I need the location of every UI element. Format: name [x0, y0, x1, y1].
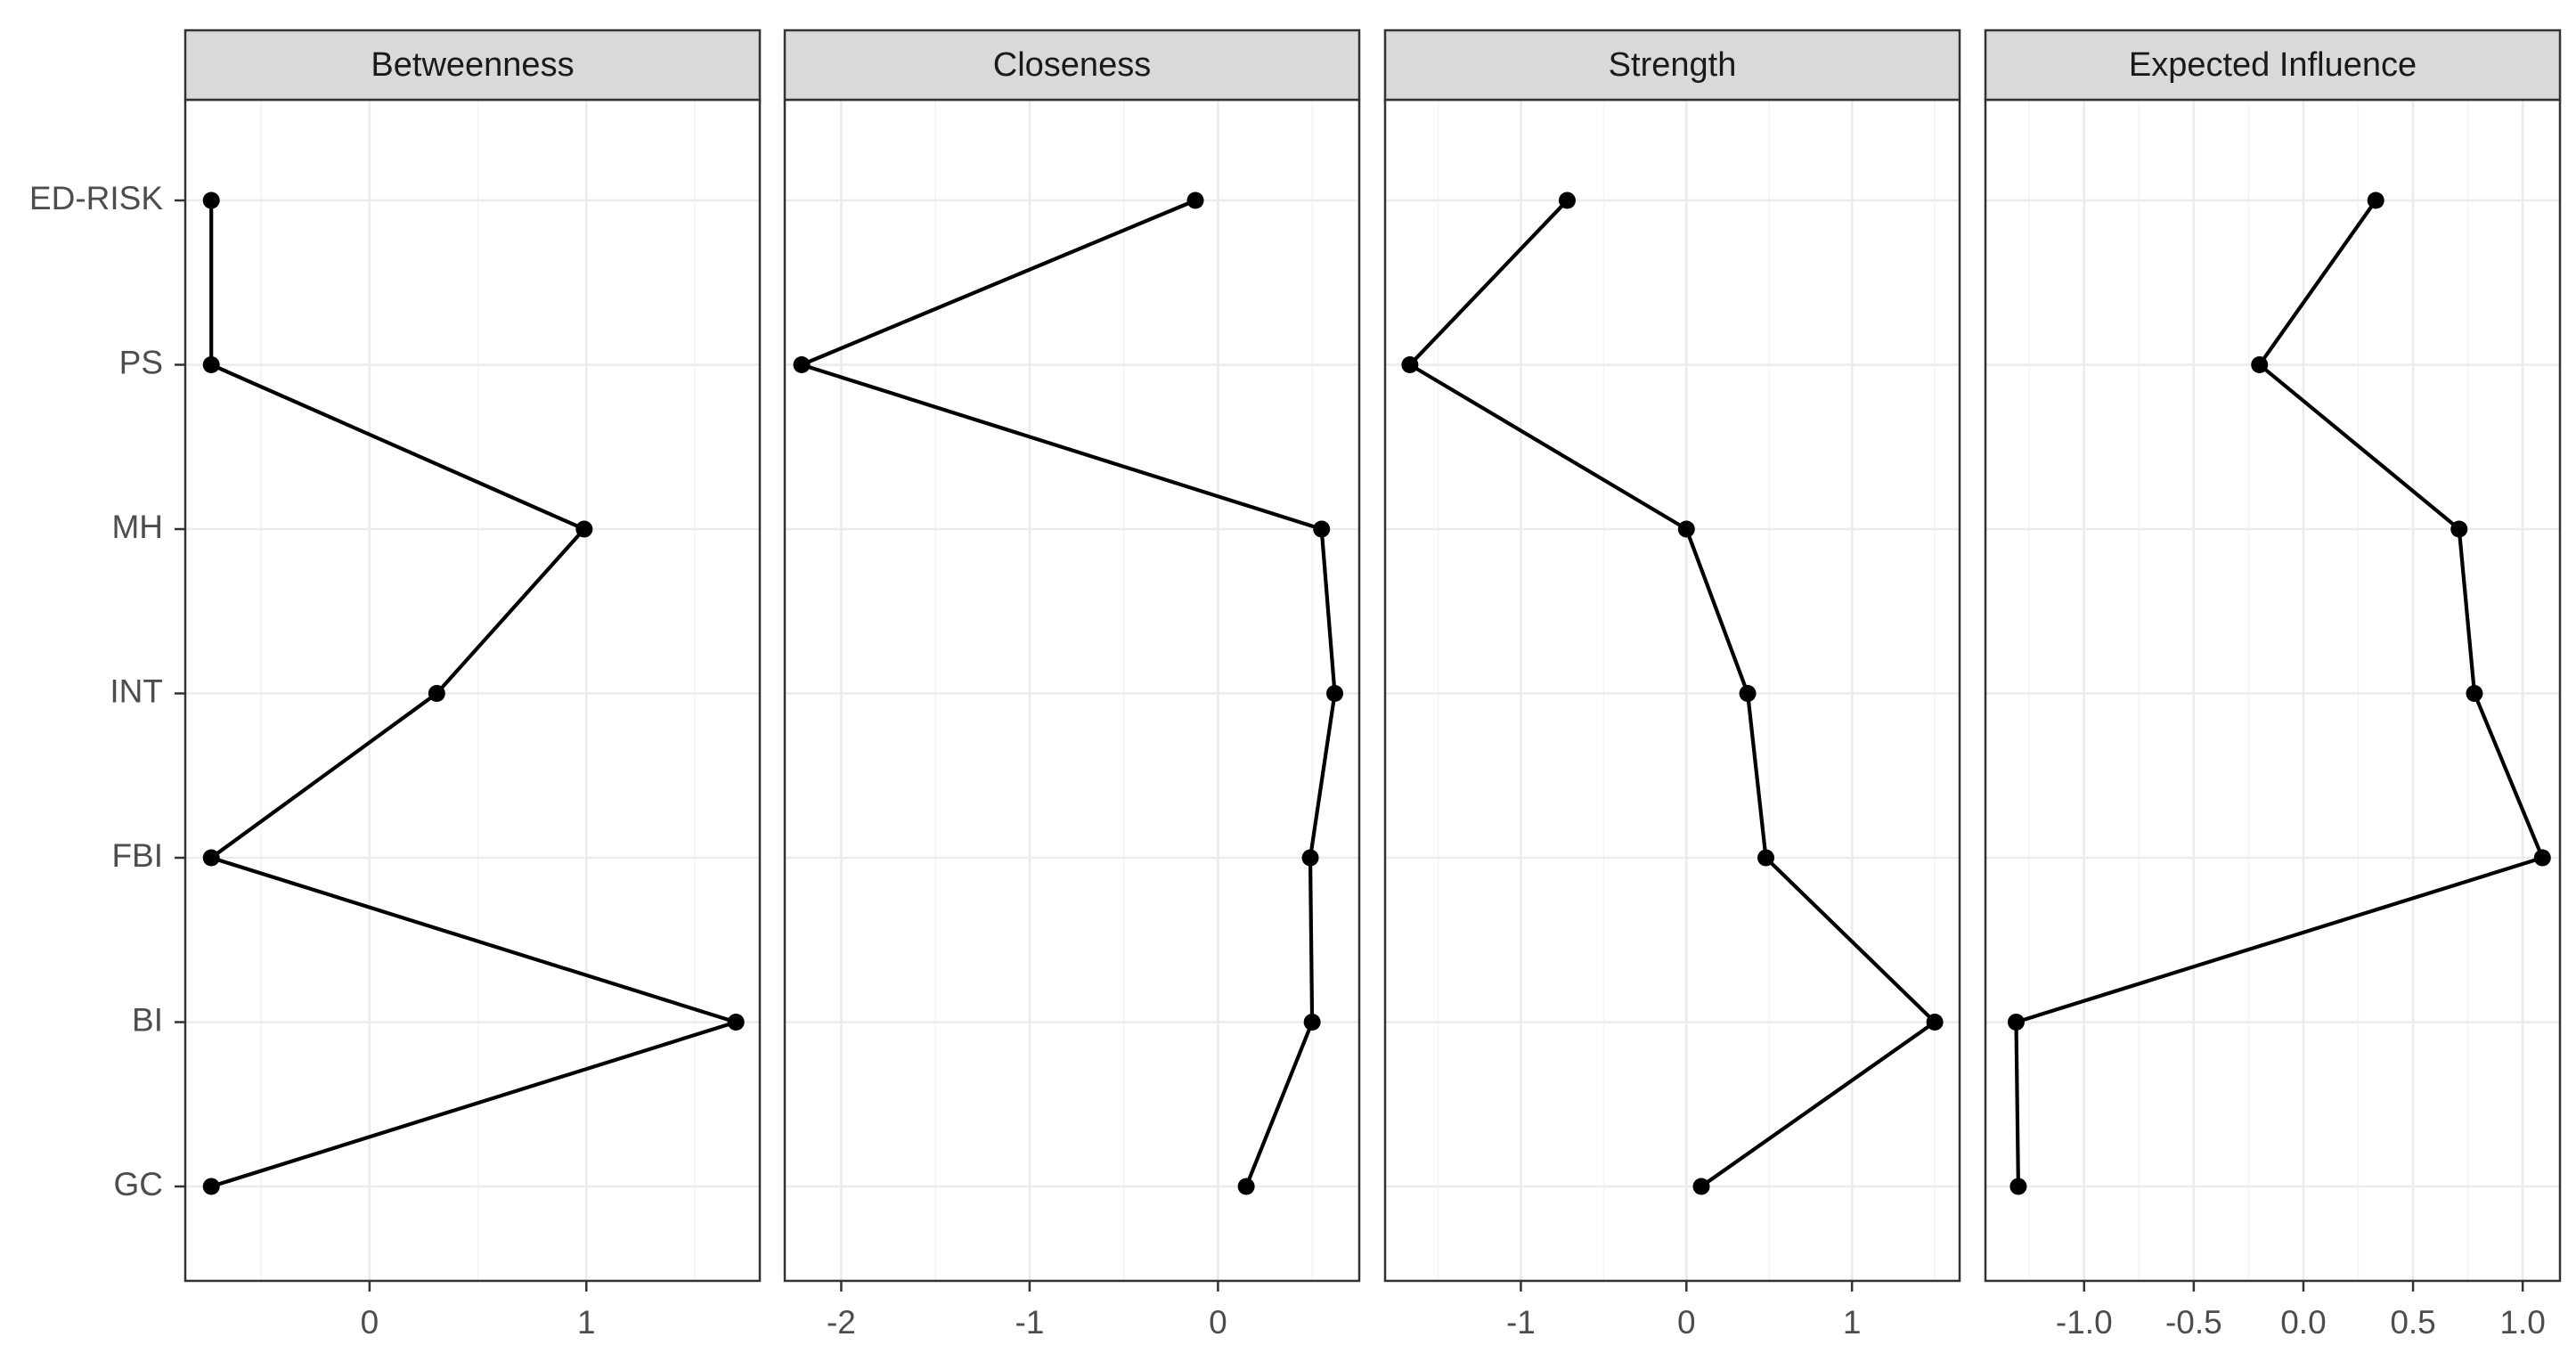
x-tick-label: -1 [1015, 1304, 1044, 1341]
data-point [2466, 685, 2483, 702]
x-tick-label: 0 [1209, 1304, 1227, 1341]
data-point [793, 356, 811, 373]
x-tick-label: -2 [827, 1304, 856, 1341]
x-tick-label: 1 [577, 1304, 596, 1341]
data-point [575, 520, 593, 538]
data-point [2007, 1014, 2025, 1031]
data-point [2251, 356, 2269, 373]
data-point [1326, 685, 1344, 702]
x-tick-label: 0.0 [2280, 1304, 2326, 1341]
data-point [2009, 1178, 2027, 1195]
data-point [202, 356, 220, 373]
y-tick-label: ED-RISK [29, 180, 163, 216]
y-tick-label: GC [114, 1166, 164, 1202]
data-point [1186, 192, 1204, 209]
data-point [202, 1178, 220, 1195]
panel-betweenness: Betweenness 0 1 [175, 29, 762, 1341]
x-tick-label: 1.0 [2499, 1304, 2545, 1341]
data-point [1692, 1178, 1710, 1195]
facet-strip [1383, 29, 1961, 102]
facet-title: Strength [1609, 46, 1737, 84]
panel-background [1985, 100, 2560, 1281]
panel-background [785, 100, 1359, 1281]
y-tick-label: MH [111, 509, 163, 545]
panel-background [185, 100, 760, 1281]
data-point [1558, 192, 1576, 209]
x-tick-label: 0.5 [2390, 1304, 2435, 1341]
data-point [1313, 520, 1331, 538]
y-axis-labels: ED-RISK PS MH INT FBI BI GC [29, 180, 163, 1202]
facet-strip [183, 29, 762, 102]
facet-title: Betweenness [371, 46, 574, 84]
x-tick-label: 0 [361, 1304, 379, 1341]
x-tick-label: 1 [1843, 1304, 1862, 1341]
y-tick-label: INT [110, 672, 163, 709]
data-point [2450, 520, 2468, 538]
data-point [727, 1014, 745, 1031]
panel-strength: Strength -1 0 1 [1383, 29, 1961, 1341]
data-point [1303, 1014, 1321, 1031]
data-point [202, 849, 220, 867]
x-tick-label: -1.0 [2056, 1304, 2113, 1341]
data-point [1677, 520, 1695, 538]
y-tick-label: FBI [111, 837, 163, 874]
data-point [428, 685, 445, 702]
data-point [1739, 685, 1757, 702]
data-point [2367, 192, 2384, 209]
panel-background [1385, 100, 1960, 1281]
panel-expected-influence: Expected Influence -1.0 -0.5 0.0 0.5 1.0 [1984, 29, 2562, 1341]
data-point [1401, 356, 1419, 373]
data-point [1237, 1178, 1255, 1195]
x-tick-label: -1 [1506, 1304, 1536, 1341]
data-point [2533, 849, 2551, 867]
panel-closeness: Closeness -2 -1 0 [783, 29, 1361, 1341]
x-tick-label: 0 [1677, 1304, 1696, 1341]
data-point [1301, 849, 1319, 867]
y-tick-label: BI [132, 1001, 163, 1038]
data-point [1757, 849, 1775, 867]
data-point [202, 192, 220, 209]
data-point [1926, 1014, 1944, 1031]
facet-strip [783, 29, 1361, 102]
facet-panels: Betweenness 0 1 Closeness -2 -1 0 Strength -1 0 1 E… [175, 29, 2562, 1341]
facet-title: Expected Influence [2129, 46, 2417, 84]
facet-strip [1984, 29, 2562, 102]
y-tick-label: PS [119, 344, 163, 380]
facet-title: Closeness [993, 46, 1151, 84]
x-tick-label: -0.5 [2165, 1304, 2222, 1341]
